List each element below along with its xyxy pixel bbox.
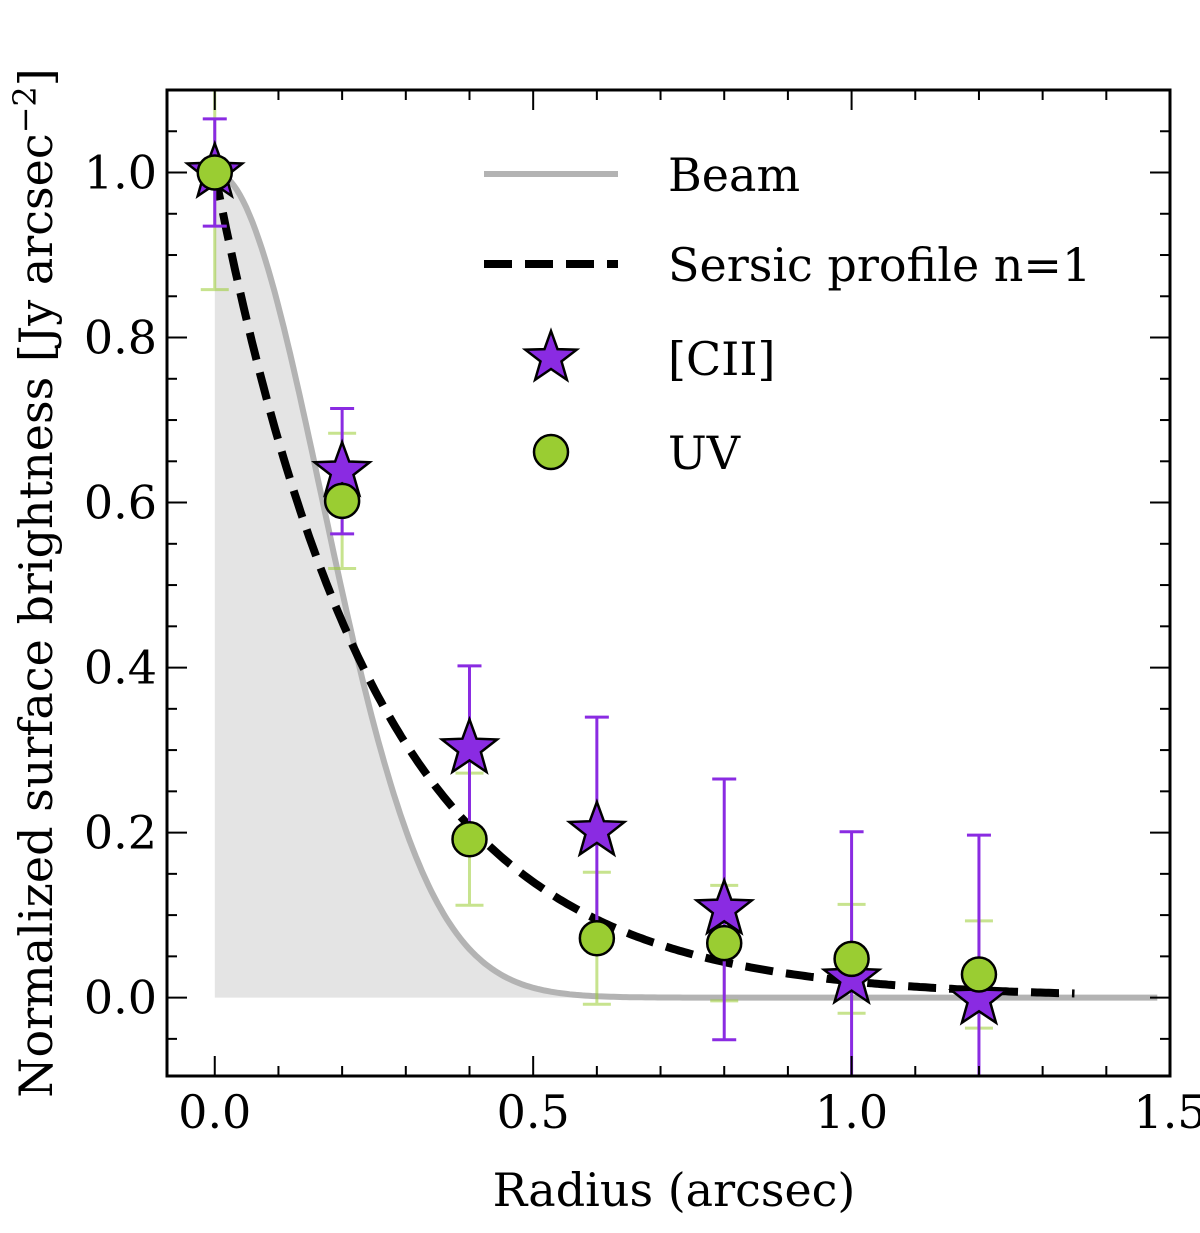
uv-circle-point [451, 820, 488, 858]
uv-circle-point [323, 482, 361, 520]
cii-star-point [565, 798, 628, 858]
x-axis-title: Radius (arcsec) [493, 1163, 856, 1217]
sersic-line [210, 171, 1075, 998]
y-axis-title-superscript: −2 [6, 86, 44, 133]
uv-circle-point [196, 154, 234, 191]
legend-cii-swatch [521, 327, 581, 383]
legend-uv-swatch [532, 433, 570, 471]
y-tick-label: 1.0 [84, 146, 157, 200]
cii-star-point [693, 876, 756, 936]
y-tick-label: 0.2 [84, 806, 157, 860]
beam-fill [214, 172, 1158, 998]
y-tick-label: 0.0 [84, 971, 157, 1025]
x-tick-label: 0.5 [497, 1085, 570, 1139]
y-tick-label: 0.4 [84, 641, 157, 695]
plot-frame [165, 88, 1172, 1078]
cii-star-point [438, 715, 501, 775]
legend-label: Sersic profile n=1 [668, 238, 1091, 292]
x-tick-label: 1.0 [815, 1085, 888, 1139]
legend: Beam Sersic profile n=1 [CII] UV [484, 148, 1091, 480]
uv-circle-point [705, 924, 743, 962]
uv-circle-point [960, 956, 998, 993]
y-tick-label: 0.6 [84, 476, 157, 530]
x-tick-label: 0.0 [178, 1085, 251, 1139]
y-tick-label: 0.8 [84, 311, 157, 365]
uv-circle-point [578, 919, 616, 957]
x-tick-label: 1.5 [1133, 1085, 1200, 1139]
cii-star-point [947, 966, 1010, 1026]
uv-circle-point [833, 940, 870, 978]
legend-label: Beam [668, 148, 800, 202]
legend-label: UV [668, 426, 741, 480]
beam-line [214, 169, 1158, 1001]
legend-label: [CII] [668, 332, 775, 386]
y-axis-title-main: Normalized surface brightness [Jy arcsec [9, 133, 63, 1097]
y-axis-title: Normalized surface brightness [Jy arcsec… [6, 68, 63, 1098]
y-axis-title-close: ] [9, 68, 63, 86]
